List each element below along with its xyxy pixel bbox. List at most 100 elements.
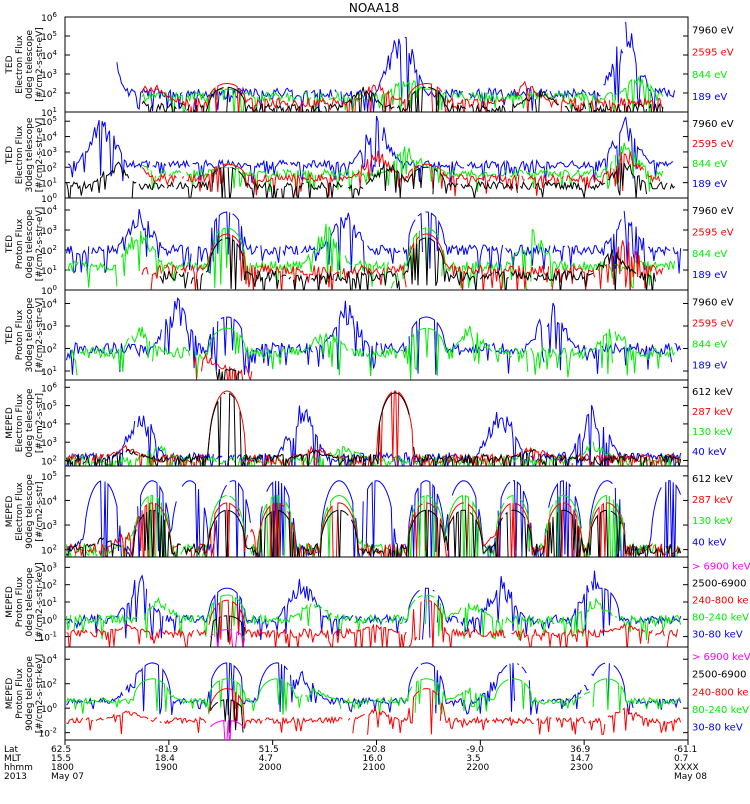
series-trace <box>66 509 682 557</box>
y-tick-label: 104 <box>41 494 57 507</box>
series-group <box>66 480 682 557</box>
y-tick-label: 104 <box>41 204 57 217</box>
y-axis-label-line: TED <box>5 55 15 74</box>
y-axis-label-line: MEPED <box>5 407 15 439</box>
y-tick-label: 104 <box>41 298 57 311</box>
y-tick-label: 100 <box>41 192 57 205</box>
legend-entry: 40 keV <box>692 537 726 548</box>
x-tick-label: -20.8 <box>363 745 387 755</box>
y-axis-label-line: Proton Flux <box>15 309 25 360</box>
panel-3: 100 101 102 103 104 TED Proton Flux 0deg telesc… <box>5 197 734 297</box>
legend-entry: 2500-6900 <box>692 579 747 590</box>
series-group <box>66 390 682 466</box>
y-tick-label: 103 <box>41 146 57 159</box>
x-tick-label: -81.9 <box>155 745 179 755</box>
y-axis-label-line: TED <box>5 326 15 345</box>
legend-entry: 612 keV <box>692 387 733 398</box>
y-axis-label-line: MEPED <box>5 678 15 710</box>
series-trace <box>67 116 674 183</box>
figure-title: NOAA18 <box>349 1 399 15</box>
y-axis-label-line: 90deg telescope <box>25 656 35 731</box>
x-tick-label: 51.5 <box>259 745 279 755</box>
y-axis-label-line: Electron Flux <box>15 35 25 94</box>
legend-entry: 189 eV <box>692 360 727 371</box>
series-trace <box>141 86 664 112</box>
x-tick-label: 3.5 <box>466 754 480 764</box>
y-tick-label: 104 <box>41 49 57 62</box>
series-group <box>66 662 682 740</box>
y-axis-label-line: MEPED <box>5 496 15 528</box>
x-tick-label: 16.0 <box>363 754 383 764</box>
x-tick-label: 0.7 <box>674 754 688 764</box>
series-trace <box>66 390 681 466</box>
series-trace <box>210 629 245 647</box>
legend-entry: 612 keV <box>692 474 733 485</box>
series-trace <box>67 600 681 653</box>
y-tick-label: 101 <box>41 596 57 609</box>
y-axis-label-line: MEPED <box>5 586 15 618</box>
y-axis-label-line: [#/cm2-s-str-eV] <box>35 207 45 282</box>
series-group <box>66 116 675 198</box>
legend-entry: > 6900 keV <box>692 562 750 573</box>
legend-entry: 7960 eV <box>692 206 734 217</box>
legend-entry: 844 eV <box>692 159 727 170</box>
x-tick-label: 2100 <box>363 763 386 773</box>
x-tick-label: 62.5 <box>51 745 71 755</box>
y-tick-label: 105 <box>41 470 57 483</box>
series-trace <box>66 209 682 274</box>
panel-2: 100 101 102 103 104 105 TED Electron Flux 30deg … <box>5 111 734 205</box>
legend-entry: 189 eV <box>692 270 727 281</box>
y-axis-label-line: Proton Flux <box>15 218 25 269</box>
legend-entry: > 6900 keV <box>692 652 750 663</box>
series-trace <box>66 678 681 715</box>
y-tick-label: 106 <box>41 11 57 24</box>
series-group <box>66 297 682 380</box>
x-row-label: MLT <box>4 754 22 764</box>
series-group <box>116 21 676 112</box>
y-tick-label: 101 <box>41 177 57 190</box>
legend-entry: 844 eV <box>692 249 727 260</box>
legend-entry: 2500-6900 <box>692 670 747 681</box>
series-trace <box>66 594 682 641</box>
x-row-label: 2013 <box>4 772 27 782</box>
series-group <box>66 570 682 653</box>
y-tick-label: 102 <box>41 244 57 257</box>
series-trace <box>215 368 240 380</box>
panel-8: 10-2 100 102 104 MEPED Proton Flux 90deg teles… <box>5 646 750 741</box>
y-tick-label: 100 <box>41 613 57 626</box>
y-tick-label: 103 <box>41 436 57 449</box>
y-axis-label-line: Electron Flux <box>15 125 25 184</box>
x-tick-label: XXXX <box>674 763 699 773</box>
x-tick-label: 2300 <box>570 763 593 773</box>
legend-entry: 2595 eV <box>692 227 734 238</box>
y-tick-label: 104 <box>41 418 57 431</box>
y-tick-label: 104 <box>41 131 57 144</box>
y-tick-label: 100 <box>41 284 57 297</box>
y-tick-label: 102 <box>41 455 57 468</box>
legend-entry: 7960 eV <box>692 119 734 130</box>
x-tick-label: 1800 <box>51 763 74 773</box>
y-tick-label: 101 <box>41 106 57 119</box>
legend-entry: 7960 eV <box>692 26 734 37</box>
y-tick-label: 105 <box>41 30 57 43</box>
series-trace <box>209 699 244 733</box>
x-row-label: hhmm <box>4 763 33 773</box>
x-tick-label: 18.4 <box>155 754 175 764</box>
y-tick-label: 106 <box>41 381 57 394</box>
panel-6: 102 103 104 105 MEPED Electron Flux 90deg tele… <box>5 465 733 558</box>
y-tick-label: 105 <box>41 115 57 128</box>
series-trace <box>141 80 664 112</box>
legend-entry: 80-240 keV <box>692 613 749 624</box>
x-tick-label: 1900 <box>155 763 178 773</box>
x-row-label: Lat <box>4 745 19 755</box>
series-group <box>66 209 682 290</box>
series-trace <box>209 615 245 647</box>
y-axis-label-line: TED <box>5 146 15 165</box>
panel-7: 10-1 100 101 102 103 MEPED Proton Flux 0deg tel… <box>5 556 750 653</box>
legend-entry: 40 keV <box>692 447 726 458</box>
y-axis-label-line: Electron Flux <box>15 482 25 541</box>
